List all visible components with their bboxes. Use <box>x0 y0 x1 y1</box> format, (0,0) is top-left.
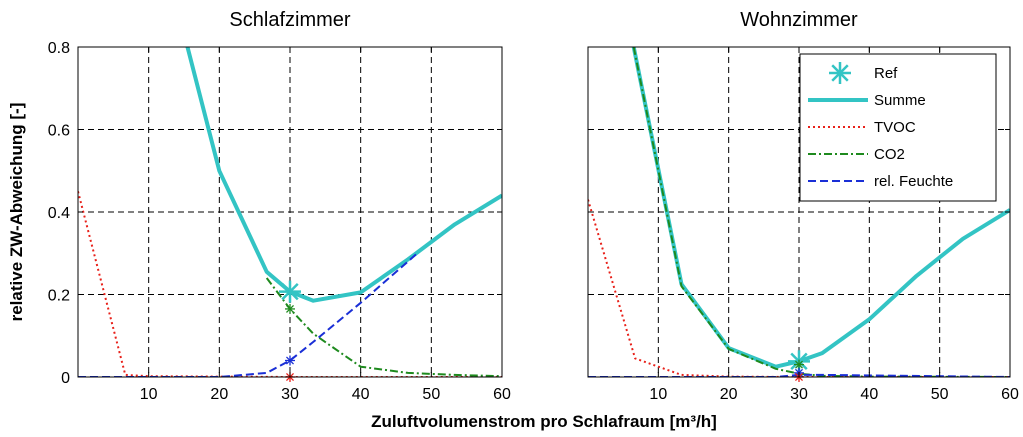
ref-marker <box>285 355 295 366</box>
legend-entry: rel. Feuchte <box>808 173 953 190</box>
x-tick-label: 50 <box>422 386 440 403</box>
x-axis-label: Zuluftvolumenstrom pro Schlafraum [m³/h] <box>371 412 717 431</box>
panel-wohnzimmer: Wohnzimmer 10 20 30 40 50 60 <box>587 9 1019 403</box>
x-tick-label: 60 <box>493 386 511 403</box>
legend-entry: CO2 <box>808 146 905 163</box>
series-co2 <box>632 47 1010 377</box>
legend: Ref Summe TVOC CO2 rel. Feuchte <box>799 53 997 202</box>
x-tick-label: 30 <box>790 386 808 403</box>
x-tick-label: 30 <box>281 386 299 403</box>
series-summe <box>631 47 1010 369</box>
y-tick-label: 0.8 <box>48 40 70 57</box>
panel-schlafzimmer: Schlafzimmer 10 20 30 40 50 60 0 0.2 0.4 0.6 0.8 <box>48 9 511 403</box>
y-tick-label: 0.4 <box>48 205 70 222</box>
x-tick-label: 10 <box>649 386 667 403</box>
legend-label: rel. Feuchte <box>874 173 953 190</box>
panel-title: Wohnzimmer <box>740 9 858 31</box>
x-tick-label: 60 <box>1001 386 1019 403</box>
legend-entry: TVOC <box>808 119 916 136</box>
y-tick-label: 0.6 <box>48 123 70 140</box>
legend-label: Ref <box>874 65 898 82</box>
y-axis-label: relative ZW-Abweichung [-] <box>7 103 26 322</box>
x-tick-label: 40 <box>860 386 878 403</box>
panel-title: Schlafzimmer <box>229 9 350 31</box>
legend-ref-marker <box>829 62 851 84</box>
series-co2 <box>265 277 502 377</box>
ref-marker <box>285 303 295 314</box>
x-tick-label: 10 <box>140 386 158 403</box>
series-summe <box>185 47 502 303</box>
legend-box <box>799 53 997 202</box>
y-tick-label: 0.2 <box>48 288 70 305</box>
x-tick-label: 20 <box>720 386 738 403</box>
legend-entry: Ref <box>829 62 898 84</box>
legend-label: CO2 <box>874 146 905 163</box>
x-tick-label: 50 <box>931 386 949 403</box>
x-tick-label: 40 <box>352 386 370 403</box>
ref-marker <box>279 280 301 303</box>
legend-entry: Summe <box>808 92 926 109</box>
x-tick-label: 20 <box>210 386 228 403</box>
legend-label: Summe <box>874 92 926 109</box>
series-rel-feuchte <box>78 252 418 377</box>
legend-label: TVOC <box>874 119 916 136</box>
y-tick-label: 0 <box>61 370 70 387</box>
